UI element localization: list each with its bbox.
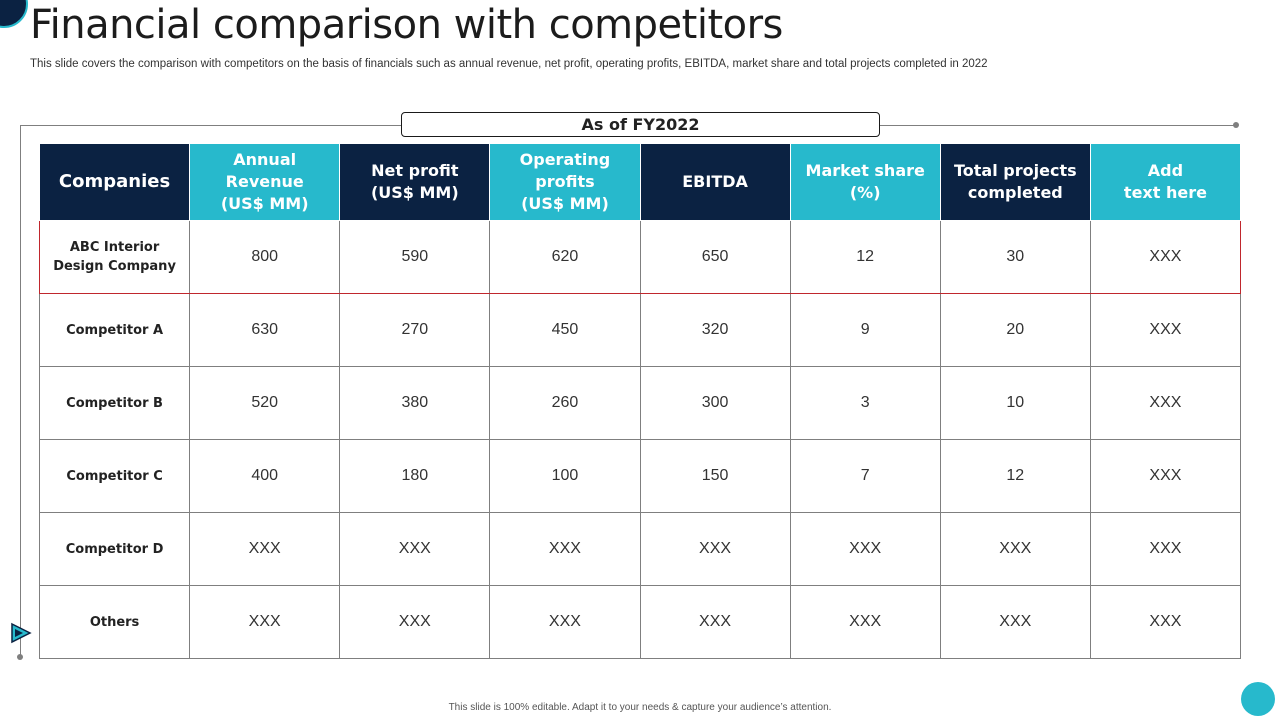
- table-row: Competitor A 630 270 450 320 9 20 XXX: [38, 293, 1242, 367]
- table-cell: 9: [789, 293, 941, 367]
- table-cell: XXX: [789, 585, 941, 659]
- table-cell: 30: [939, 220, 1091, 294]
- table-cell: XXX: [639, 585, 791, 659]
- table-cell: 590: [339, 220, 491, 294]
- comparison-table: Companies Annual Revenue (US$ MM) Net prof…: [38, 143, 1242, 659]
- frame-dot-right: [1233, 122, 1239, 128]
- table-cell: XXX: [489, 585, 641, 659]
- table-cell: XXX: [939, 512, 1091, 586]
- table-cell: 650: [639, 220, 791, 294]
- page-title: Financial comparison with competitors: [30, 2, 783, 48]
- table-cell: 520: [189, 366, 341, 440]
- table-header-row: Companies Annual Revenue (US$ MM) Net prof…: [38, 143, 1242, 221]
- page-subtitle: This slide covers the comparison with co…: [30, 58, 988, 70]
- table-cell: XXX: [339, 585, 491, 659]
- table-cell: XXX: [339, 512, 491, 586]
- table-cell: XXX: [189, 585, 341, 659]
- table-cell: XXX: [1089, 366, 1242, 440]
- table-cell: XXX: [1089, 439, 1242, 513]
- play-arrow-icon: [11, 622, 32, 644]
- corner-decoration-bottom-right: [1241, 682, 1275, 716]
- table-cell: 270: [339, 293, 491, 367]
- table-cell: 12: [789, 220, 941, 294]
- table-row: Others XXX XXX XXX XXX XXX XXX XXX: [38, 585, 1242, 659]
- table-cell: 300: [639, 366, 791, 440]
- table-cell: XXX: [789, 512, 941, 586]
- table-cell: 260: [489, 366, 641, 440]
- table-cell: XXX: [1089, 220, 1242, 294]
- period-label: As of FY2022: [401, 112, 880, 137]
- table-cell: XXX: [639, 512, 791, 586]
- column-header: Net profit (US$ MM): [339, 143, 491, 221]
- column-header: Annual Revenue (US$ MM): [189, 143, 341, 221]
- table-cell: 100: [489, 439, 641, 513]
- table-row: ABC Interior Design Company 800 590 620 650 1…: [38, 220, 1242, 294]
- table-cell: 20: [939, 293, 1091, 367]
- table-cell: 10: [939, 366, 1091, 440]
- table-cell: 7: [789, 439, 941, 513]
- frame-dot-bottom: [17, 654, 23, 660]
- company-name-cell: Others: [38, 585, 191, 659]
- table-cell: 180: [339, 439, 491, 513]
- table-cell: 400: [189, 439, 341, 513]
- column-header: EBITDA: [639, 143, 791, 221]
- column-header: Total projects completed: [939, 143, 1091, 221]
- frame-line-left: [20, 125, 21, 657]
- table-cell: 450: [489, 293, 641, 367]
- table-row: Competitor C 400 180 100 150 7 12 XXX: [38, 439, 1242, 513]
- table-row: Competitor D XXX XXX XXX XXX XXX XXX XXX: [38, 512, 1242, 586]
- footer-note: This slide is 100% editable. Adapt it to…: [448, 702, 832, 713]
- company-name-cell: Competitor A: [38, 293, 191, 367]
- column-header: Add text here: [1089, 143, 1242, 221]
- table-cell: XXX: [1089, 512, 1242, 586]
- table-cell: XXX: [1089, 293, 1242, 367]
- corner-decoration-top-left: [0, 0, 28, 28]
- table-cell: 3: [789, 366, 941, 440]
- table-cell: 800: [189, 220, 341, 294]
- table-cell: 630: [189, 293, 341, 367]
- table-row: Competitor B 520 380 260 300 3 10 XXX: [38, 366, 1242, 440]
- table-cell: 320: [639, 293, 791, 367]
- company-name-cell: Competitor B: [38, 366, 191, 440]
- table-cell: 150: [639, 439, 791, 513]
- column-header: Market share (%): [789, 143, 941, 221]
- company-name-cell: Competitor C: [38, 439, 191, 513]
- table-cell: XXX: [1089, 585, 1242, 659]
- table-body: ABC Interior Design Company 800 590 620 650 1…: [38, 220, 1242, 659]
- column-header: Companies: [38, 143, 191, 221]
- company-name-cell: ABC Interior Design Company: [38, 220, 191, 294]
- column-header: Operating profits (US$ MM): [489, 143, 641, 221]
- company-name-cell: Competitor D: [38, 512, 191, 586]
- table-cell: 12: [939, 439, 1091, 513]
- table-cell: 380: [339, 366, 491, 440]
- table-cell: XXX: [939, 585, 1091, 659]
- table-cell: 620: [489, 220, 641, 294]
- table-cell: XXX: [489, 512, 641, 586]
- table-cell: XXX: [189, 512, 341, 586]
